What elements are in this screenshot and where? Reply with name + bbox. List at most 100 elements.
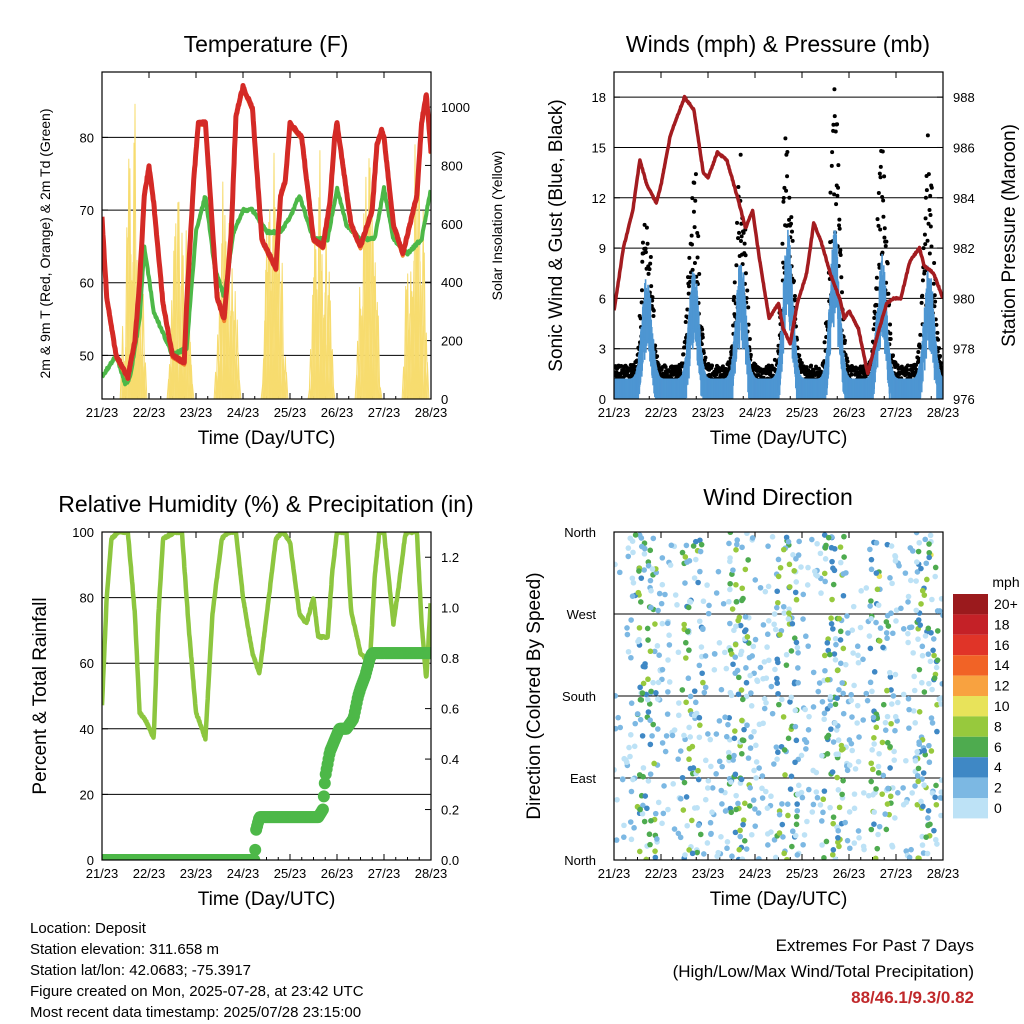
direction-point: [755, 810, 762, 816]
gust-point: [784, 188, 789, 193]
direction-point: [689, 850, 696, 857]
gust-point: [836, 185, 841, 190]
direction-point: [854, 702, 861, 709]
direction-point: [739, 856, 746, 860]
direction-point: [831, 567, 838, 574]
direction-point: [855, 758, 862, 765]
direction-point: [938, 777, 943, 783]
direction-point: [659, 581, 666, 588]
direction-point: [745, 557, 751, 563]
direction-point: [659, 620, 666, 627]
direction-point: [629, 593, 636, 599]
direction-point: [639, 810, 646, 817]
gust-point: [834, 202, 839, 207]
direction-point: [871, 735, 877, 741]
direction-point: [653, 690, 659, 696]
direction-point: [833, 641, 839, 648]
legend-swatch: [953, 594, 988, 615]
rh-left-tick-label: 20: [80, 787, 94, 802]
direction-point: [679, 687, 686, 693]
direction-point: [835, 834, 841, 841]
direction-point: [777, 631, 783, 638]
direction-point: [641, 551, 648, 557]
gust-point: [928, 193, 933, 198]
direction-point: [659, 666, 666, 673]
direction-point: [816, 680, 823, 686]
winds-ylabel-left: Sonic Wind & Gust (Blue, Black): [546, 99, 567, 371]
direction-point: [647, 547, 654, 554]
direction-point: [905, 599, 911, 605]
direction-point: [850, 603, 857, 610]
direction-point: [739, 717, 745, 724]
direction-point: [739, 585, 746, 592]
direction-point: [922, 633, 929, 639]
gust-point: [787, 195, 792, 200]
direction-point: [809, 809, 816, 815]
direction-point: [919, 679, 925, 686]
direction-point: [725, 721, 731, 728]
gust-point: [830, 150, 835, 155]
direction-point: [926, 549, 933, 556]
direction-point: [725, 749, 732, 756]
direction-point: [692, 538, 699, 545]
direction-point: [641, 818, 648, 825]
direction-point: [869, 688, 875, 695]
direction-point: [651, 760, 657, 767]
gust-point: [886, 291, 891, 296]
direction-point: [679, 549, 686, 556]
direction-point: [655, 679, 662, 686]
gust-point: [732, 294, 737, 299]
direction-point: [916, 709, 923, 715]
direction-point: [795, 679, 801, 686]
gust-point: [878, 164, 883, 169]
humidity-xlabel: Time (Day/UTC): [198, 889, 336, 910]
direction-point: [697, 548, 704, 555]
direction-point: [792, 759, 798, 766]
direction-point: [774, 756, 780, 762]
direction-point: [775, 556, 782, 563]
direction-point: [836, 687, 842, 693]
direction-point: [895, 699, 901, 706]
direction-point: [885, 785, 891, 792]
gust-point: [681, 352, 686, 357]
direction-point: [917, 622, 924, 628]
legend-title: mph: [992, 574, 1019, 590]
direction-point: [744, 722, 750, 729]
direction-point: [840, 690, 846, 697]
direction-point: [834, 667, 841, 674]
gust-point: [922, 232, 927, 237]
direction-point: [849, 714, 855, 720]
gust-point: [656, 363, 661, 368]
direction-point: [915, 548, 922, 555]
gust-point: [643, 246, 648, 251]
temperature-frame: [101, 71, 432, 400]
direction-point: [873, 724, 880, 731]
gust-point: [737, 230, 742, 235]
direction-point: [650, 535, 657, 542]
direction-point: [851, 791, 858, 797]
direction-point: [720, 600, 727, 607]
direction-point: [914, 772, 921, 779]
direction-point: [860, 790, 867, 796]
solar-spike: [284, 371, 289, 399]
direction-point: [813, 769, 820, 776]
direction-point: [645, 778, 652, 784]
direction-point: [835, 827, 842, 834]
x-tick-label: 26/23: [321, 405, 354, 420]
gust-point: [936, 337, 941, 342]
direction-point: [668, 542, 675, 549]
gust-point: [837, 223, 842, 228]
wind-right-tick-label: 986: [953, 140, 975, 155]
direction-point: [783, 651, 790, 658]
direction-point: [809, 536, 815, 543]
direction-point: [686, 647, 692, 653]
direction-point: [648, 604, 654, 611]
direction-point: [760, 622, 767, 628]
direction-point: [621, 822, 627, 829]
gust-point: [691, 209, 696, 214]
direction-point: [794, 852, 801, 858]
direction-point: [929, 720, 936, 726]
rh-line: [102, 532, 431, 742]
direction-point: [691, 688, 698, 694]
direction-point: [694, 849, 700, 856]
